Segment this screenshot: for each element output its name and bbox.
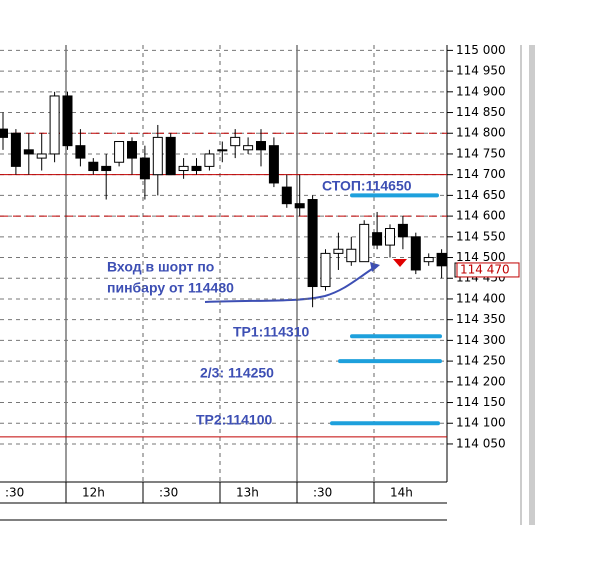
candle-body — [307, 199, 318, 288]
y-tick-label: 114 200 — [456, 374, 506, 388]
candle-body — [346, 248, 357, 263]
candle-body — [281, 186, 292, 205]
candle-body — [410, 236, 421, 271]
y-tick-label: 114 950 — [456, 64, 506, 78]
candle-body — [294, 203, 305, 209]
target-label: TP2:114100 — [196, 412, 272, 428]
candle-body — [204, 153, 215, 167]
candle-body — [127, 141, 137, 159]
candle-body — [385, 228, 395, 246]
candle-body — [178, 165, 189, 172]
time-label: :30 — [5, 486, 24, 500]
y-tick-label: 114 600 — [456, 209, 506, 223]
y-tick-label: 114 750 — [456, 146, 506, 160]
candle-body — [191, 165, 202, 172]
y-tick-label: 114 800 — [456, 126, 506, 140]
y-tick-label: 114 550 — [456, 229, 506, 243]
candle-body — [88, 161, 99, 172]
y-tick-label: 114 850 — [456, 105, 506, 119]
candle-body — [139, 157, 150, 180]
candle-body — [36, 153, 47, 159]
y-tick-label: 115 000 — [456, 43, 506, 57]
time-label: 12h — [82, 486, 105, 500]
entry-note: Вход в шорт по — [107, 259, 214, 275]
target-label: СТОП:114650 — [322, 178, 412, 194]
signal-marker — [393, 259, 407, 267]
time-label: :30 — [159, 486, 178, 500]
candle-body — [243, 145, 254, 151]
price-label: 114 470 — [460, 262, 510, 276]
y-tick-label: 114 650 — [456, 188, 506, 202]
y-tick-label: 114 300 — [456, 333, 506, 347]
entry-note: пинбару от 114480 — [107, 280, 234, 296]
candle-body — [49, 95, 60, 155]
y-tick-label: 114 700 — [456, 167, 506, 181]
candle-body — [217, 149, 228, 152]
y-tick-label: 114 150 — [456, 395, 506, 409]
candle-body — [0, 128, 8, 138]
candle-body — [372, 232, 383, 246]
candle-body — [23, 149, 34, 155]
candle-body — [230, 136, 241, 147]
candle-body — [397, 223, 408, 238]
candle-body — [10, 132, 21, 167]
time-label: :30 — [313, 486, 332, 500]
arrow-head — [370, 262, 380, 272]
candle-body — [436, 252, 447, 267]
candle-body — [75, 145, 86, 159]
candle-body — [165, 136, 176, 176]
candle-body — [423, 257, 434, 263]
y-tick-label: 114 350 — [456, 312, 506, 326]
candle-body — [320, 252, 331, 288]
time-label: 14h — [390, 486, 413, 500]
candle-body — [256, 141, 266, 151]
price-box — [456, 262, 520, 278]
scrollbar — [529, 45, 535, 525]
y-tick-label: 114 050 — [456, 436, 506, 450]
candle-body — [268, 145, 279, 184]
candle-body — [152, 136, 163, 176]
y-tick-label: 114 100 — [456, 416, 506, 430]
candle-body — [101, 165, 112, 172]
time-label: 13h — [236, 486, 259, 500]
candle-body — [114, 141, 125, 163]
target-label: TP1:114310 — [233, 324, 309, 340]
y-tick-label: 114 500 — [456, 250, 506, 264]
y-tick-label: 114 250 — [456, 354, 506, 368]
entry-arrow — [204, 264, 379, 303]
candle-body — [359, 223, 370, 263]
y-tick-label: 114 400 — [456, 291, 506, 305]
candle-body — [62, 95, 73, 147]
target-label: 2/3: 114250 — [200, 365, 274, 381]
candle-body — [333, 248, 344, 254]
y-tick-label: 114 900 — [456, 84, 506, 98]
